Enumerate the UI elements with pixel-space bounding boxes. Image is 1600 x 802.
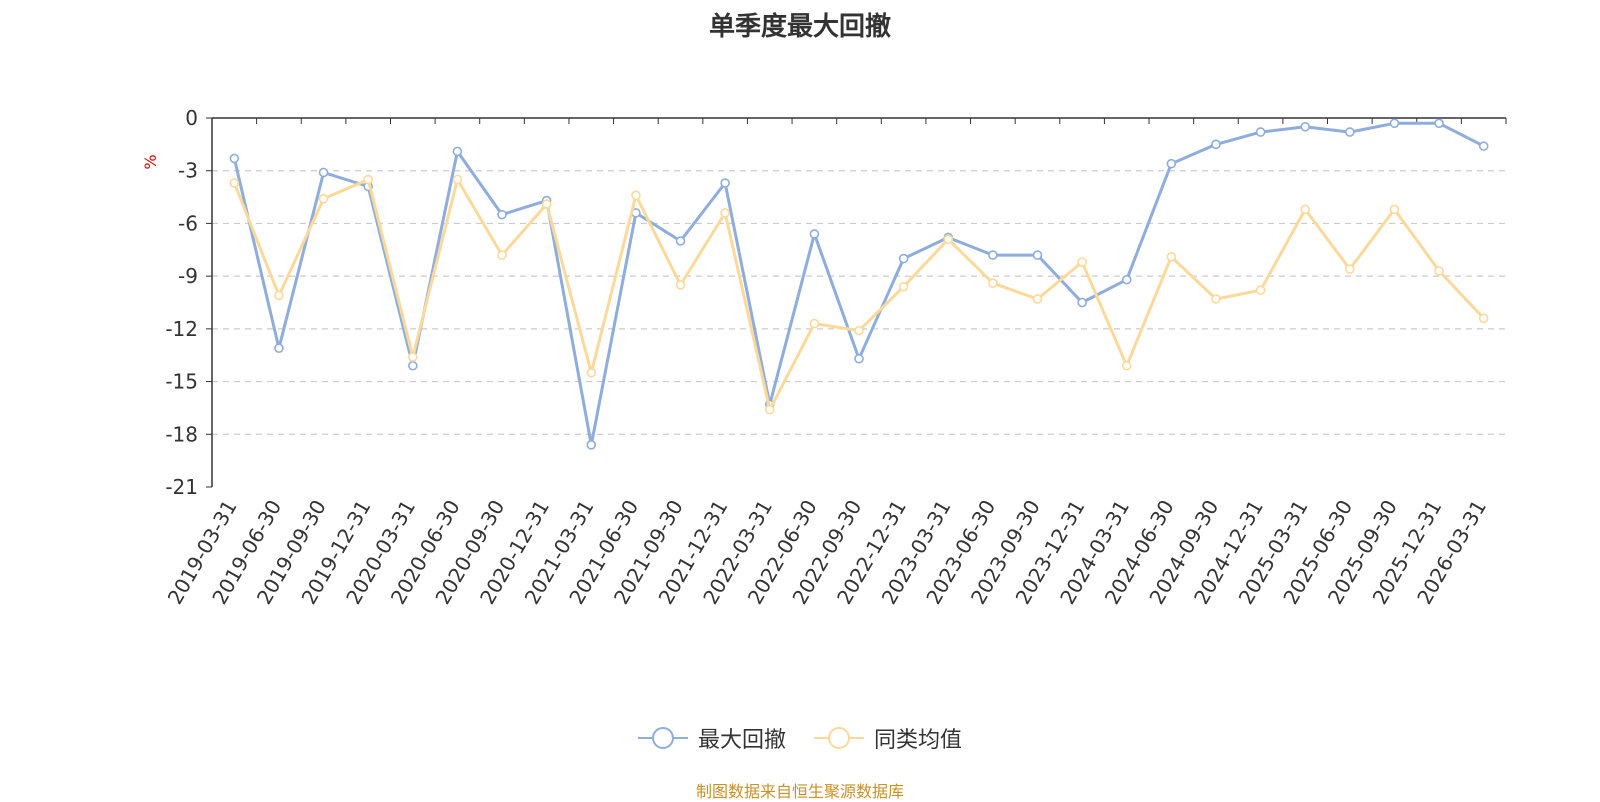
data-point [1121,360,1132,371]
legend-label: 最大回撤 [697,728,786,753]
data-point [541,199,552,209]
data-point [229,178,240,188]
data-point [1300,204,1311,215]
legend-item-peer-average[interactable]: 同类均值 [814,722,962,754]
legend: 最大回撤 同类均值 [0,722,1600,754]
legend-label: 同类均值 [874,728,963,753]
y-axis-label: % [141,154,160,169]
data-point [407,352,418,362]
data-point [1077,257,1087,267]
y-tick-label: -15 [165,370,198,394]
data-point [675,236,686,246]
data-point [274,290,284,301]
data-point [1345,264,1355,274]
chart-title: 单季度最大回撤 [708,12,891,42]
data-point [809,318,820,329]
data-point [1166,252,1177,262]
data-point [854,353,864,364]
data-point [1211,139,1221,150]
data-point [1478,141,1489,151]
data-point [1255,285,1266,296]
data-point [497,250,507,260]
data-point [229,153,240,164]
data-point [988,250,998,260]
y-tick-label: -9 [178,264,198,288]
data-point [675,280,686,290]
data-point [318,194,329,204]
data-point [586,440,597,450]
source-note: 制图数据来自恒生聚源数据库 [695,782,904,801]
grid-layer [212,170,1506,435]
legend-line-circle-icon [637,727,688,749]
data-point [497,209,507,220]
data-point [1121,274,1132,285]
data-point [988,278,998,288]
data-point [943,234,954,245]
data-point [631,190,641,201]
data-point [586,367,597,378]
series-line [232,121,1485,447]
data-point [809,229,820,239]
data-point [452,146,463,157]
data-point [1032,294,1043,304]
data-point [407,360,418,371]
legend-line-circle-icon [814,727,864,749]
data-point [1389,204,1400,215]
data-point [1434,118,1444,129]
series-2 [229,174,1489,415]
legend-item-max-drawdown[interactable]: 最大回撤 [637,722,786,754]
data-point [1389,118,1400,129]
data-point [1255,127,1266,137]
data-point [898,253,909,264]
data-point [363,174,373,185]
data-point [1032,250,1043,260]
data-point [318,167,329,178]
data-point [720,208,730,218]
series-line [232,178,1485,412]
data-point [1434,266,1444,276]
data-point [1300,121,1311,132]
data-point [854,325,864,336]
series-1 [229,118,1489,450]
data-point [1166,158,1177,169]
data-point [452,174,463,185]
data-point [1077,297,1087,308]
data-point [764,404,775,415]
data-point [1345,127,1355,137]
y-tick-label: -6 [178,211,198,235]
series-layer [229,118,1489,450]
data-point [720,178,730,188]
y-tick-label: -12 [165,317,198,341]
y-tick-label: -18 [165,422,198,446]
data-point [1478,313,1489,324]
data-point [1211,294,1221,304]
data-point [274,343,284,353]
y-tick-label: -3 [178,159,198,183]
data-point [898,281,909,292]
y-tick-label: 0 [185,106,198,130]
y-tick-label: -21 [165,475,198,499]
